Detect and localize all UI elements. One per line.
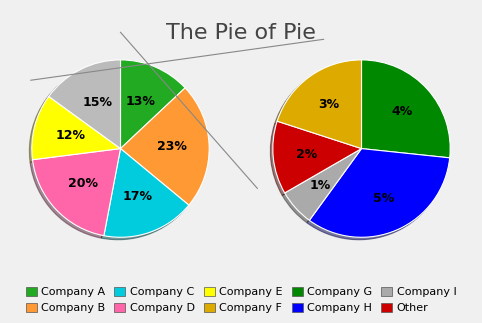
Text: 3%: 3% xyxy=(319,98,340,110)
Text: 23%: 23% xyxy=(157,141,187,153)
Text: 20%: 20% xyxy=(68,177,98,190)
Text: The Pie of Pie: The Pie of Pie xyxy=(166,23,316,43)
Wedge shape xyxy=(32,149,120,236)
Text: 15%: 15% xyxy=(82,96,112,109)
Wedge shape xyxy=(49,60,120,149)
Wedge shape xyxy=(120,88,209,205)
Wedge shape xyxy=(120,60,185,149)
Wedge shape xyxy=(32,97,120,160)
Text: 1%: 1% xyxy=(310,179,331,192)
Wedge shape xyxy=(285,149,362,220)
Wedge shape xyxy=(362,60,450,158)
Wedge shape xyxy=(277,60,362,149)
Wedge shape xyxy=(309,149,450,237)
Text: 5%: 5% xyxy=(373,192,394,205)
Text: 4%: 4% xyxy=(392,105,413,118)
Text: 2%: 2% xyxy=(296,148,318,161)
Wedge shape xyxy=(104,149,189,237)
Wedge shape xyxy=(273,121,362,193)
Text: 17%: 17% xyxy=(123,191,153,203)
Text: 13%: 13% xyxy=(126,95,156,108)
Text: 12%: 12% xyxy=(56,129,86,142)
Legend: Company A, Company B, Company C, Company D, Company E, Company F, Company G, Com: Company A, Company B, Company C, Company… xyxy=(21,282,461,318)
